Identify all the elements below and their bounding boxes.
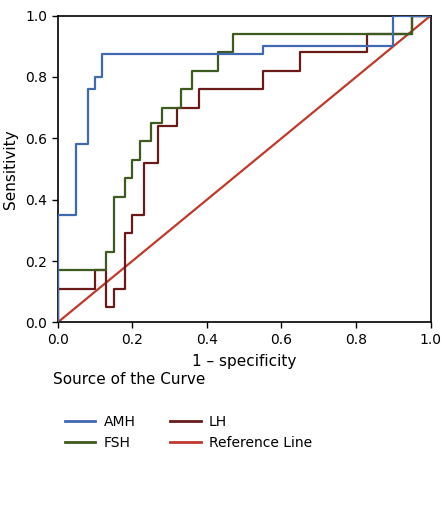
Text: Source of the Curve: Source of the Curve (53, 372, 206, 387)
Legend: AMH, FSH, LH, Reference Line: AMH, FSH, LH, Reference Line (65, 415, 312, 450)
X-axis label: 1 – specificity: 1 – specificity (192, 354, 297, 369)
Y-axis label: Sensitivity: Sensitivity (4, 129, 18, 209)
